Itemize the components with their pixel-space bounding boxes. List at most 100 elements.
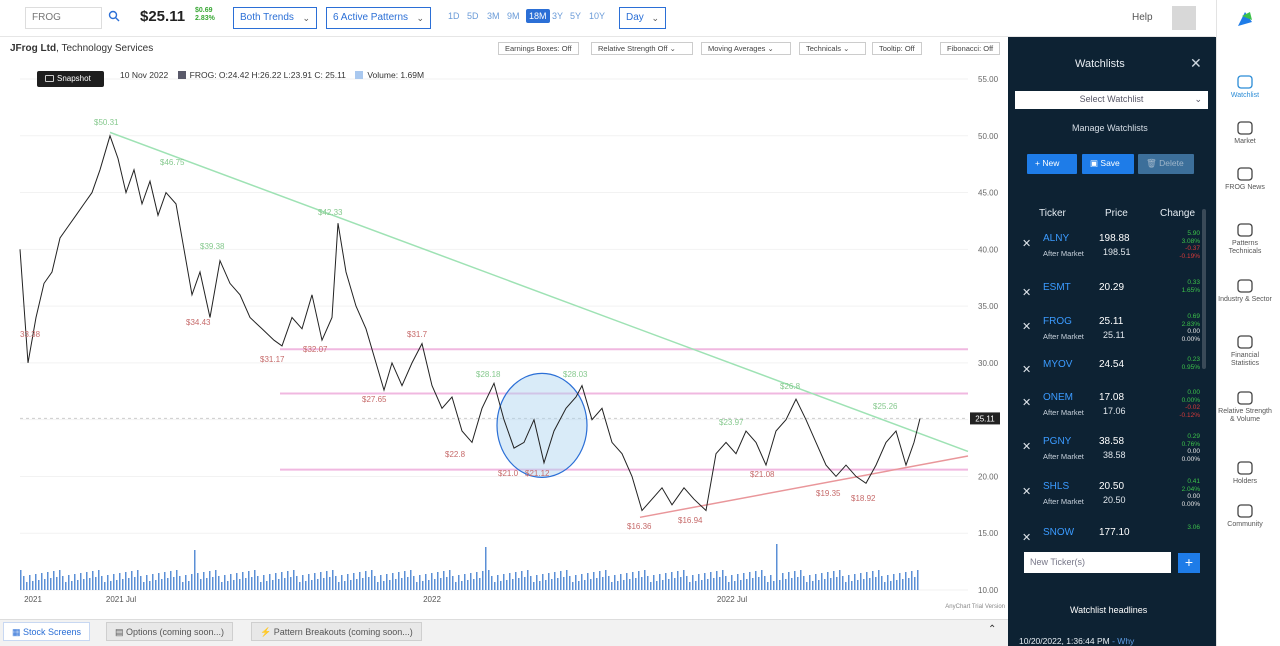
price-chart[interactable]: 55.0050.0045.0040.0035.0030.0025.0020.00…	[0, 59, 1008, 619]
volume-bar	[686, 576, 688, 590]
price-annotation: $28.18	[476, 370, 501, 379]
watchlist-row[interactable]: ✕ SHLS After Market 20.50 20.50 0.41 2.04% 0.00…	[1016, 478, 1206, 521]
headline-item[interactable]: 10/20/2022, 1:36:44 PM - Why	[1019, 636, 1135, 646]
earnings-toggle[interactable]: Earnings Boxes: Off	[498, 42, 579, 55]
watchlist-row[interactable]: ✕ PGNY After Market 38.58 38.58 0.29 0.76% 0.00…	[1016, 433, 1206, 476]
volume-bar	[653, 575, 655, 590]
chevron-down-icon: ⌄	[767, 44, 774, 53]
moving-averages-dropdown[interactable]: Moving Averages ⌄	[701, 42, 791, 55]
nav-item-holders[interactable]: Holders	[1217, 460, 1273, 486]
column-change[interactable]: Change	[1160, 208, 1196, 219]
volume-bar	[536, 575, 538, 590]
row-ticker[interactable]: MYOV	[1043, 359, 1073, 370]
ticker-search-input[interactable]: FROG	[25, 7, 102, 29]
volume-bar	[269, 574, 271, 590]
volume-bar	[380, 575, 382, 590]
technicals-dropdown[interactable]: Technicals ⌄	[799, 42, 867, 55]
volume-bar	[548, 573, 550, 590]
row-ticker[interactable]: ONEM	[1043, 392, 1073, 403]
nav-item-patterns[interactable]: Patterns Technicals	[1217, 222, 1273, 256]
volume-bar	[680, 577, 682, 590]
new-ticker-input[interactable]: New Ticker(s)	[1024, 552, 1171, 573]
nav-item-eye[interactable]: Watchlist	[1217, 74, 1273, 100]
timeframe-1d[interactable]: 1D	[448, 11, 460, 21]
timeframe-3m[interactable]: 3M	[487, 11, 500, 21]
volume-bar	[110, 581, 112, 590]
timeframe-9m[interactable]: 9M	[507, 11, 520, 21]
after-market-label: After Market	[1043, 408, 1084, 417]
volume-bar	[749, 572, 751, 590]
volume-bar	[230, 574, 232, 590]
volume-bar	[584, 580, 586, 590]
nav-item-globe[interactable]: Community	[1217, 503, 1273, 529]
watchlist-row[interactable]: ✕ MYOV 24.54 0.23 0.95%	[1016, 356, 1206, 399]
row-price: 25.11	[1099, 316, 1124, 327]
search-icon[interactable]	[108, 10, 120, 22]
row-ticker[interactable]: ESMT	[1043, 282, 1071, 293]
row-ticker[interactable]: SHLS	[1043, 481, 1070, 492]
select-watchlist-dropdown[interactable]: Select Watchlist ⌄	[1015, 91, 1208, 109]
timeframe-3y[interactable]: 3Y	[552, 11, 564, 21]
volume-bar	[254, 570, 256, 590]
volume-bar	[179, 576, 181, 590]
timeframe-10y[interactable]: 10Y	[589, 11, 606, 21]
row-ticker[interactable]: ALNY	[1043, 233, 1070, 244]
remove-icon[interactable]: ✕	[1022, 397, 1032, 409]
volume-bar	[125, 572, 127, 590]
timeframe-18m[interactable]: 18M	[526, 9, 550, 23]
volume-bar	[215, 570, 217, 590]
column-price[interactable]: Price	[1105, 208, 1128, 219]
nav-label: Holders	[1232, 478, 1258, 485]
fibonacci-toggle[interactable]: Fibonacci: Off	[940, 42, 1001, 55]
avatar[interactable]	[1172, 6, 1196, 30]
volume-bar	[917, 570, 919, 590]
tab-options[interactable]: ▤ Options (coming soon...)	[106, 622, 234, 641]
volume-bar	[152, 574, 154, 590]
close-icon[interactable]: ✕	[1190, 55, 1202, 71]
help-link[interactable]: Help	[1132, 12, 1153, 23]
trends-dropdown[interactable]: Both Trends ⌄	[233, 7, 317, 29]
remove-icon[interactable]: ✕	[1022, 238, 1032, 250]
new-watchlist-button[interactable]: + New	[1027, 154, 1077, 174]
nav-item-pie[interactable]: Industry & Sector	[1217, 278, 1273, 304]
snapshot-button[interactable]: Snapshot	[37, 71, 104, 87]
watchlist-row[interactable]: ✕ ONEM After Market 17.08 17.06 0.00 0.00% -0.0…	[1016, 389, 1206, 432]
interval-dropdown[interactable]: Day ⌄	[619, 7, 666, 29]
volume-bar	[467, 580, 469, 590]
tab-stock-screens[interactable]: ▦ Stock Screens	[3, 622, 91, 641]
volume-bar	[206, 578, 208, 590]
timeframe-5d[interactable]: 5D	[467, 11, 479, 21]
chevron-up-icon[interactable]: ⌃	[988, 624, 997, 635]
remove-icon[interactable]: ✕	[1022, 441, 1032, 453]
timeframe-5y[interactable]: 5Y	[570, 11, 582, 21]
remove-icon[interactable]: ✕	[1022, 287, 1032, 299]
delete-watchlist-button[interactable]: 🗑 Delete	[1138, 154, 1194, 174]
watchlist-row[interactable]: ✕ ALNY After Market 198.88 198.51 5.90 3.08% -0…	[1016, 230, 1206, 273]
relative-strength-toggle[interactable]: Relative Strength Off ⌄	[591, 42, 693, 55]
watchlist-row[interactable]: ✕ ESMT 20.29 0.33 1.65%	[1016, 279, 1206, 322]
row-ticker[interactable]: PGNY	[1043, 436, 1072, 447]
watchlist-scrollbar[interactable]	[1202, 209, 1206, 369]
chart-canvas[interactable]: 55.0050.0045.0040.0035.0030.0025.0020.00…	[0, 59, 1008, 619]
add-ticker-button[interactable]: +	[1178, 553, 1200, 573]
tooltip-toggle[interactable]: Tooltip: Off	[872, 42, 922, 55]
volume-bar	[137, 570, 139, 590]
remove-icon[interactable]: ✕	[1022, 486, 1032, 498]
row-ticker[interactable]: SNOW	[1043, 527, 1075, 538]
column-ticker[interactable]: Ticker	[1039, 208, 1066, 219]
patterns-dropdown[interactable]: 6 Active Patterns ⌄	[326, 7, 431, 29]
nav-item-scale[interactable]: Relative Strength & Volume	[1217, 390, 1273, 424]
volume-bar	[401, 578, 403, 590]
remove-icon[interactable]: ✕	[1022, 532, 1032, 544]
nav-item-candles[interactable]: Market	[1217, 120, 1273, 146]
remove-icon[interactable]: ✕	[1022, 321, 1032, 333]
row-ticker[interactable]: FROG	[1043, 316, 1072, 327]
row-change: 0.33 1.65%	[1181, 279, 1200, 294]
watchlist-row[interactable]: ✕ SNOW 177.10 3.06	[1016, 524, 1206, 567]
tab-pattern-breakouts[interactable]: ⚡ Pattern Breakouts (coming soon...)	[251, 622, 422, 641]
remove-icon[interactable]: ✕	[1022, 364, 1032, 376]
nav-item-bank[interactable]: Financial Statistics	[1217, 334, 1273, 368]
watchlist-row[interactable]: ✕ FROG After Market 25.11 25.11 0.69 2.83% 0.00…	[1016, 313, 1206, 356]
save-watchlist-button[interactable]: ▣ Save	[1082, 154, 1134, 174]
nav-item-news[interactable]: FROG News	[1217, 166, 1273, 192]
